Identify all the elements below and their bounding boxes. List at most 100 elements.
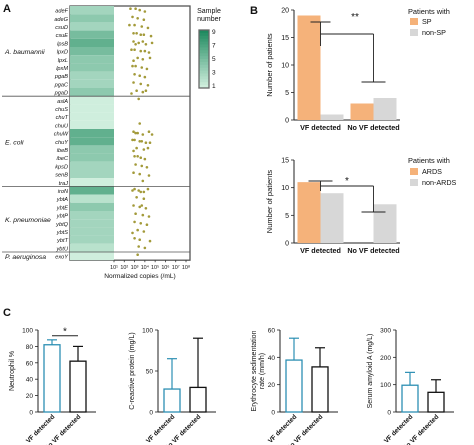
data-point	[144, 43, 148, 46]
heatmap-cell	[70, 30, 114, 39]
gene-label: ybtE	[56, 205, 68, 211]
data-point	[133, 155, 136, 158]
data-point	[140, 164, 144, 168]
gene-label: csuD	[55, 25, 68, 31]
data-point	[148, 56, 152, 60]
colorbar-segment	[199, 67, 209, 71]
data-point	[133, 23, 136, 27]
heatmap-cell	[70, 153, 114, 162]
y-axis-label: C-reactive protein (mg/L)	[129, 332, 136, 409]
group-label: K. pneumoniae	[5, 217, 51, 224]
gene-label: kpsD	[55, 164, 68, 170]
data-point	[141, 58, 145, 61]
data-point	[131, 15, 134, 19]
heatmap-cell	[70, 145, 114, 154]
data-point	[143, 75, 147, 79]
y-tick-label: 20	[268, 382, 276, 389]
data-point	[143, 157, 147, 161]
data-point	[143, 49, 147, 53]
bar	[285, 359, 303, 413]
data-point	[145, 223, 149, 226]
data-point	[140, 204, 144, 207]
colorbar-tick-label: 3	[212, 70, 216, 77]
data-point	[147, 215, 151, 218]
data-point	[133, 187, 136, 191]
data-point	[136, 56, 139, 60]
data-point	[144, 89, 148, 92]
y-tick-label: 50	[146, 369, 154, 376]
data-point	[137, 245, 140, 248]
data-point	[134, 7, 137, 10]
data-point	[131, 138, 134, 142]
colorbar-tick-label: 1	[212, 83, 216, 90]
y-axis-label: Serum amyloid A (mg/L)	[367, 334, 374, 409]
data-point	[147, 51, 151, 54]
gene-label: adeG	[54, 17, 68, 23]
data-point	[139, 82, 143, 86]
colorbar-segment	[199, 47, 209, 51]
x-tick-label: 10²	[120, 265, 128, 271]
y-tick-label: 15	[281, 35, 289, 42]
heatmap-cell	[70, 252, 114, 261]
colorbar-segment	[199, 73, 209, 77]
data-point	[150, 133, 154, 136]
gene-label: exoY	[55, 255, 69, 261]
significance-marker: *	[345, 176, 349, 187]
data-point	[140, 25, 144, 28]
y-tick-label: 0	[285, 241, 289, 248]
gene-label: chuU	[55, 123, 69, 129]
data-point	[144, 207, 148, 210]
colorbar-segment	[199, 41, 209, 45]
heatmap-cell	[70, 194, 114, 203]
legend-swatch	[410, 168, 418, 175]
data-point	[135, 196, 138, 199]
gene-label: ybtP	[56, 214, 68, 220]
colorbar-segment	[199, 79, 209, 83]
legend-title: Patients with	[408, 7, 450, 16]
legend-label: SP	[422, 17, 432, 26]
y-tick-label: 80	[26, 344, 34, 351]
legend-title: Sample	[197, 8, 221, 15]
bar	[163, 388, 181, 413]
colorbar-tick-label: 5	[212, 56, 216, 63]
bar	[311, 366, 329, 413]
data-point	[132, 32, 135, 35]
data-point	[142, 18, 146, 22]
data-point	[135, 89, 138, 92]
gene-label: aslA	[57, 99, 68, 105]
group-label: A. baumannii	[4, 49, 45, 56]
heatmap-cell	[70, 47, 114, 56]
group-label: P. aeruginosa	[5, 254, 46, 261]
colorbar-tick-label: 9	[212, 29, 216, 36]
data-point	[136, 253, 139, 256]
colorbar-segment	[199, 50, 209, 54]
heatmap-cell	[70, 120, 114, 129]
data-point	[131, 64, 134, 68]
heatmap-cell	[70, 88, 114, 97]
heatmap-cell	[70, 137, 114, 146]
y-tick-label: 0	[285, 118, 289, 125]
panel-label-b: B	[250, 5, 258, 17]
gene-label: chuS	[55, 107, 68, 113]
panel-label-c: C	[3, 307, 11, 319]
gene-label: ybtQ	[55, 222, 68, 228]
x-tick-label: 10¹	[110, 265, 118, 271]
y-tick-label: 100	[142, 328, 153, 335]
gene-label: csuE	[56, 33, 69, 39]
colorbar-segment	[199, 38, 209, 42]
data-point	[135, 32, 138, 35]
data-point	[141, 213, 145, 217]
data-point	[137, 41, 140, 45]
gene-label: traJ	[59, 181, 69, 187]
data-point	[146, 146, 150, 150]
colorbar-segment	[199, 85, 209, 89]
data-point	[130, 92, 133, 95]
significance-marker: *	[63, 327, 67, 338]
data-point	[146, 84, 150, 87]
heatmap-cell	[70, 161, 114, 170]
gene-label: lpsB	[57, 41, 68, 47]
panel-label-a: A	[3, 3, 11, 15]
colorbar-segment	[199, 59, 209, 63]
data-point	[142, 148, 146, 151]
